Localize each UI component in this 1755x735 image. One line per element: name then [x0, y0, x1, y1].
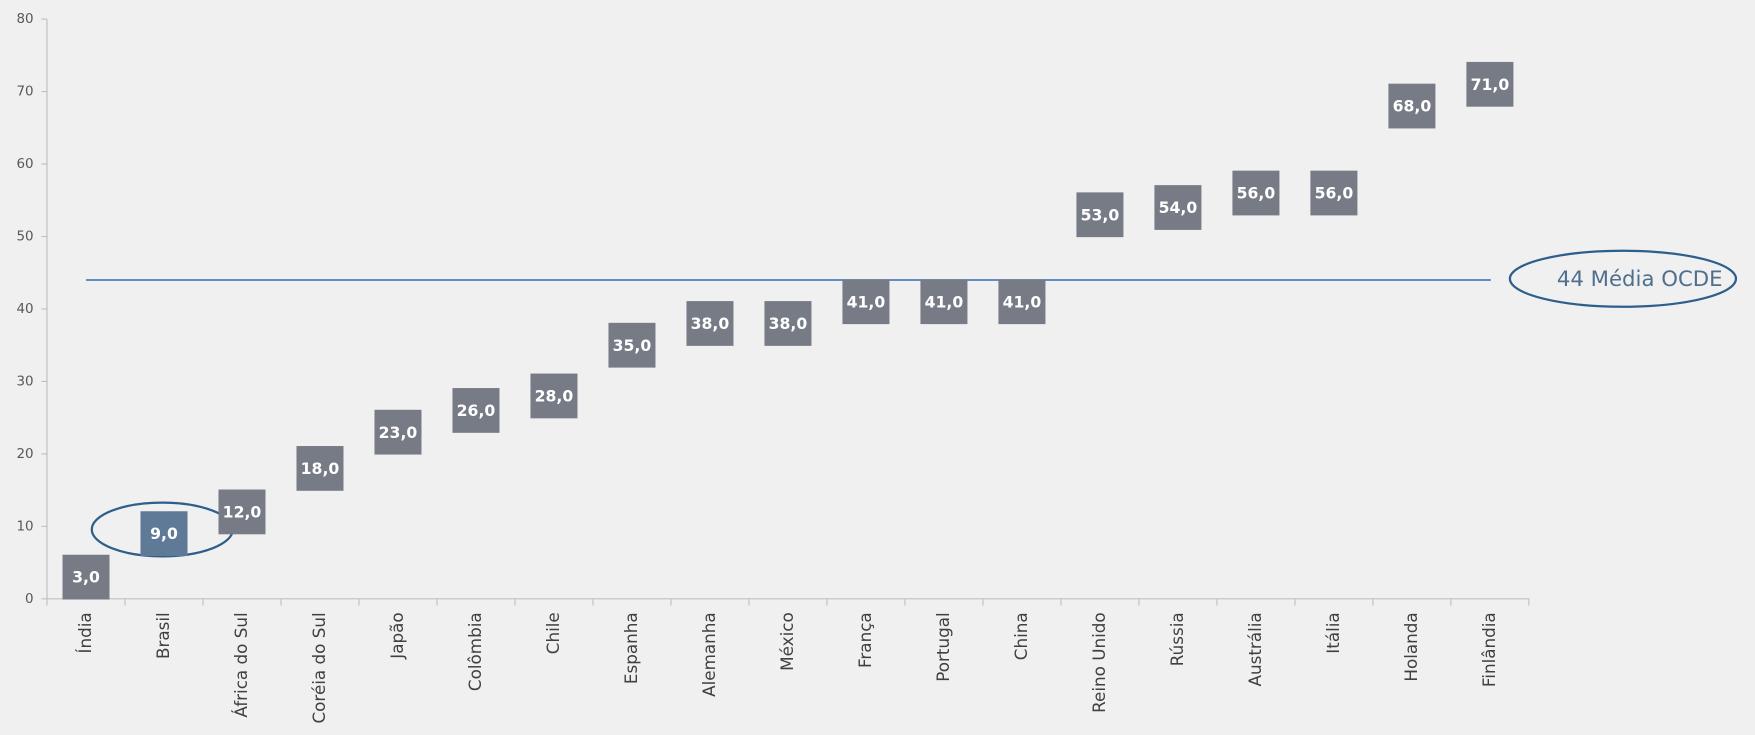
x-tick-label: Índia [74, 612, 95, 653]
marker [218, 489, 266, 535]
y-tick-label: 80 [16, 12, 33, 27]
x-tick-label: México [777, 612, 797, 671]
data-label: 54,0 [1159, 198, 1198, 217]
data-label: 9,0 [150, 524, 178, 543]
data-label: 18,0 [301, 459, 340, 478]
marker [1232, 170, 1280, 216]
data-label: 38,0 [691, 314, 730, 333]
data-label: 71,0 [1471, 75, 1510, 94]
data-label: 68,0 [1393, 97, 1432, 116]
marker [62, 554, 110, 600]
x-tick-label: Rússia [1167, 612, 1187, 666]
x-tick-label: Portugal [933, 612, 953, 681]
x-tick-label: Colômbia [465, 612, 485, 691]
data-label: 56,0 [1315, 184, 1354, 203]
marker [140, 511, 188, 557]
marker [1310, 170, 1358, 216]
y-tick-label: 60 [16, 157, 33, 172]
data-label: 41,0 [925, 292, 964, 311]
y-tick-label: 70 [16, 85, 33, 100]
data-label: 41,0 [847, 292, 886, 311]
x-tick-label: Espanha [621, 612, 641, 684]
data-label: 3,0 [72, 568, 100, 587]
y-tick-label: 50 [16, 230, 33, 245]
data-label: 38,0 [769, 314, 808, 333]
data-label: 35,0 [613, 336, 652, 355]
x-tick-label: Finlândia [1479, 612, 1499, 687]
marker [842, 279, 890, 325]
data-label: 26,0 [457, 401, 496, 420]
y-tick-label: 40 [16, 302, 33, 317]
x-tick-label: Itália [1323, 612, 1343, 653]
x-tick-label: Austrália [1245, 612, 1265, 686]
marker [920, 279, 968, 325]
x-tick-label: China [1011, 612, 1031, 660]
marker [1154, 185, 1202, 230]
marker [764, 301, 812, 346]
data-label: 41,0 [1003, 292, 1042, 311]
y-tick-label: 30 [16, 374, 33, 389]
x-tick-label: África do Sul [230, 612, 251, 717]
marker [608, 322, 656, 368]
x-tick-label: Alemanha [699, 612, 719, 697]
data-label: 53,0 [1081, 205, 1120, 224]
y-tick-label: 0 [25, 592, 34, 607]
data-label: 12,0 [223, 503, 262, 522]
data-label: 28,0 [535, 387, 574, 406]
x-tick-label: Japão [387, 612, 407, 659]
marker [1076, 192, 1124, 238]
x-tick-label: Brasil [153, 612, 173, 659]
marker [998, 279, 1046, 325]
x-tick-label: Coréia do Sul [309, 612, 329, 723]
marker [452, 388, 500, 433]
data-label: 23,0 [379, 423, 418, 442]
y-tick-label: 10 [16, 519, 33, 534]
y-tick-label: 20 [16, 447, 33, 462]
reference-label: 44 Média OCDE [1557, 267, 1723, 292]
marker [296, 446, 344, 491]
reference-ellipse [1508, 249, 1738, 308]
x-tick-label: Chile [543, 612, 563, 654]
marker [374, 409, 422, 455]
marker [686, 301, 734, 346]
marker [530, 373, 578, 419]
marker [1466, 61, 1514, 107]
data-label: 56,0 [1237, 184, 1276, 203]
x-tick-label: Reino Unido [1089, 612, 1109, 713]
x-tick-label: França [855, 612, 875, 668]
marker [1388, 83, 1436, 129]
x-tick-label: Holanda [1401, 612, 1421, 681]
